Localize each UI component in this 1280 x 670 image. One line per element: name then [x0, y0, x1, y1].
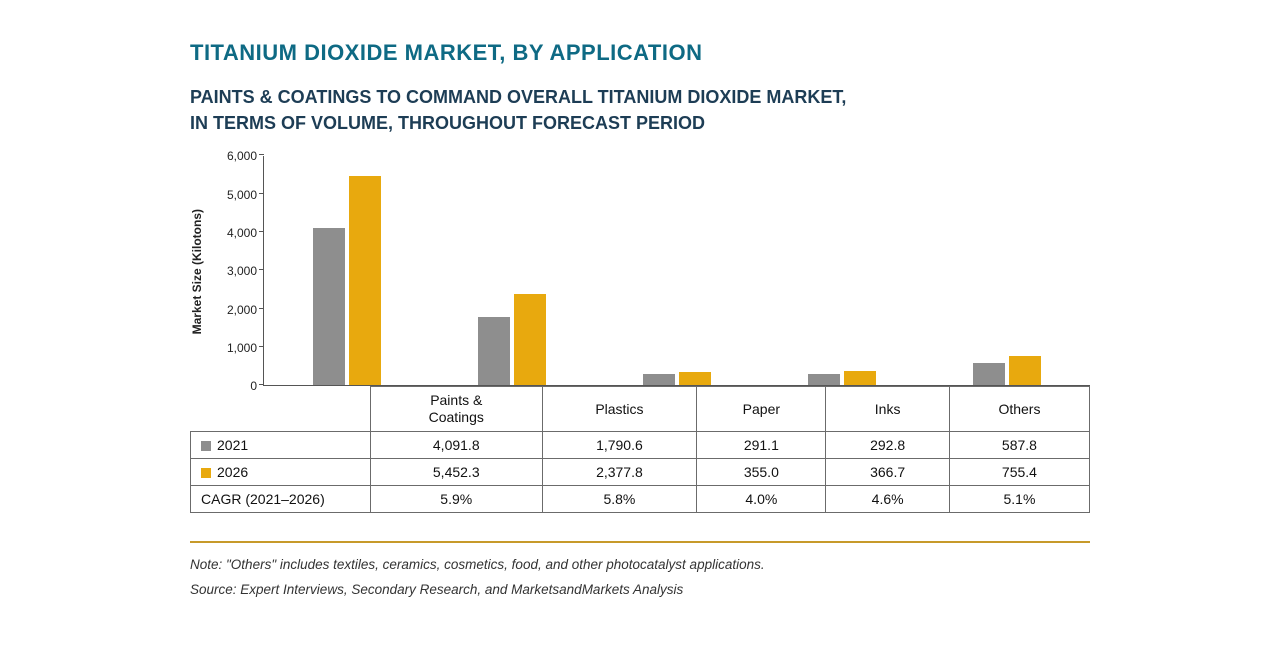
bar-group — [925, 156, 1090, 385]
bar — [1009, 356, 1041, 385]
y-tick: 0 — [250, 379, 257, 393]
column-header: Paper — [697, 387, 826, 432]
y-tick: 4,000 — [227, 226, 257, 240]
bar-group — [429, 156, 594, 385]
bar — [808, 374, 840, 385]
column-header: Inks — [826, 387, 950, 432]
y-axis: 01,0002,0003,0004,0005,0006,000 — [208, 156, 263, 386]
bar — [478, 317, 510, 386]
data-table: Paints &CoatingsPlasticsPaperInksOthers2… — [190, 386, 1090, 513]
table-cell: 2,377.8 — [542, 458, 697, 485]
bar — [844, 371, 876, 385]
bar — [349, 176, 381, 385]
subtitle-line1: PAINTS & COATINGS TO COMMAND OVERALL TIT… — [190, 87, 846, 107]
column-header: Paints &Coatings — [371, 387, 543, 432]
y-tick: 5,000 — [227, 188, 257, 202]
bar-chart: Market Size (Kilotons) 0 1,000 2,000 3,000 4… — [190, 156, 1090, 513]
bar-group — [264, 156, 429, 385]
table-cell: 587.8 — [949, 431, 1089, 458]
row-label: CAGR (2021–2026) — [191, 485, 371, 512]
divider — [190, 541, 1090, 543]
table-cell: 5.9% — [371, 485, 543, 512]
legend-swatch — [201, 468, 211, 478]
y-tick: 3,000 — [227, 264, 257, 278]
table-cell: 5.1% — [949, 485, 1089, 512]
bar — [514, 294, 546, 385]
bar-group — [594, 156, 759, 385]
table-cell: 5.8% — [542, 485, 697, 512]
footnote-source: Source: Expert Interviews, Secondary Res… — [190, 582, 1090, 597]
table-cell: 755.4 — [949, 458, 1089, 485]
y-axis-label: Market Size (Kilotons) — [190, 209, 204, 334]
chart-subtitle: PAINTS & COATINGS TO COMMAND OVERALL TIT… — [190, 84, 1090, 136]
bar — [313, 228, 345, 385]
chart-title: TITANIUM DIOXIDE MARKET, BY APPLICATION — [190, 40, 1090, 66]
table-cell: 4.6% — [826, 485, 950, 512]
y-tick: 1,000 — [227, 341, 257, 355]
table-cell: 5,452.3 — [371, 458, 543, 485]
table-cell: 292.8 — [826, 431, 950, 458]
table-cell: 1,790.6 — [542, 431, 697, 458]
row-label: 2021 — [191, 431, 371, 458]
subtitle-line2: IN TERMS OF VOLUME, THROUGHOUT FORECAST … — [190, 113, 705, 133]
y-tick: 6,000 — [227, 149, 257, 163]
y-tick: 2,000 — [227, 303, 257, 317]
bar — [643, 374, 675, 385]
footnote-note: Note: "Others" includes textiles, cerami… — [190, 557, 1090, 572]
column-header: Plastics — [542, 387, 697, 432]
table-cell: 291.1 — [697, 431, 826, 458]
plot-area — [263, 156, 1090, 386]
legend-swatch — [201, 441, 211, 451]
bar — [973, 363, 1005, 386]
table-cell: 366.7 — [826, 458, 950, 485]
bar-group — [760, 156, 925, 385]
column-header: Others — [949, 387, 1089, 432]
table-cell: 4.0% — [697, 485, 826, 512]
row-label: 2026 — [191, 458, 371, 485]
table-cell: 4,091.8 — [371, 431, 543, 458]
bar — [679, 372, 711, 386]
table-cell: 355.0 — [697, 458, 826, 485]
